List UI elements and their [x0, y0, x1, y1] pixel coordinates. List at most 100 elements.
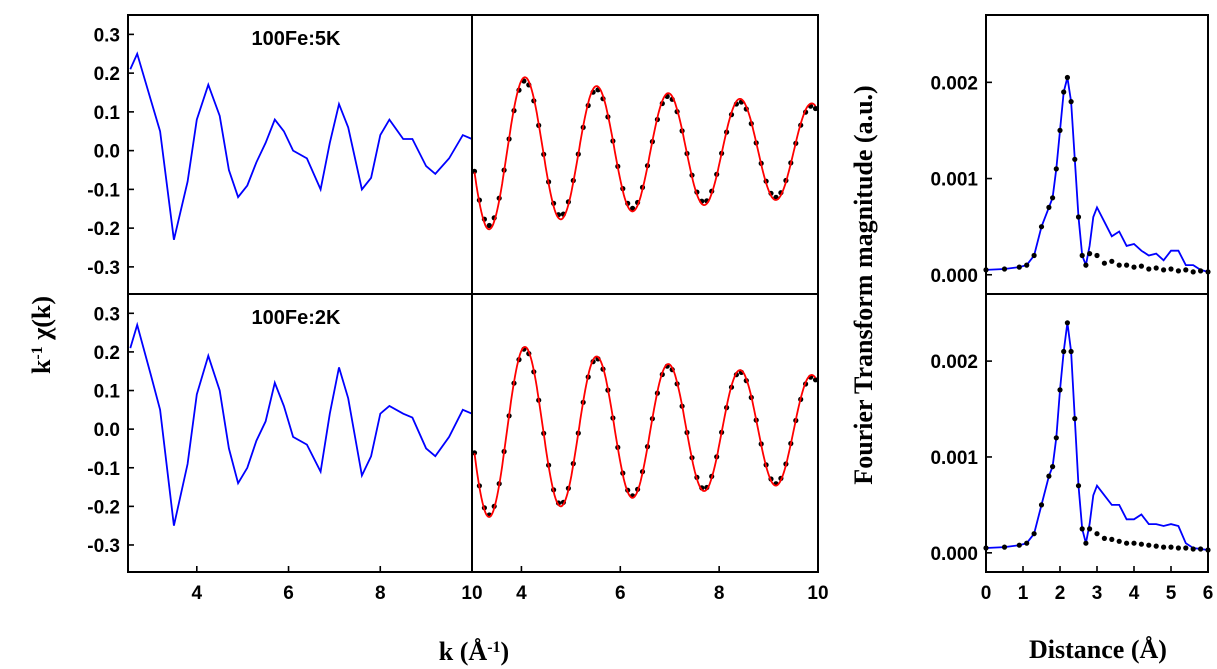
data-point: [1153, 543, 1159, 549]
data-point: [1031, 252, 1037, 259]
data-point: [1061, 89, 1067, 95]
series-dots-0: [471, 78, 819, 229]
y-tick-label: -0.2: [87, 219, 120, 240]
y-tick-label: -0.2: [87, 497, 120, 518]
y-tick-label: 0.1: [94, 103, 121, 124]
data-point: [1131, 264, 1137, 270]
data-point: [1024, 540, 1030, 546]
panel-right-top: 0.000 0.001 0.002: [930, 14, 1211, 295]
data-point: [1068, 99, 1074, 105]
y-tick-label: 0.002: [930, 73, 978, 94]
data-point: [1175, 268, 1181, 274]
x-tick-label: 5: [1166, 583, 1177, 604]
data-point: [1198, 546, 1204, 552]
data-point: [1161, 267, 1167, 273]
x-tick-label: 3: [1092, 583, 1103, 604]
data-point: [1072, 156, 1078, 162]
x-tick-label: 4: [1129, 583, 1140, 604]
data-point: [1175, 545, 1181, 551]
y-tick-label: 0.2: [94, 64, 120, 85]
panel-left-top: -0.3 -0.2 -0.1 0.0 0.1 0.2 0.3 100Fe:5K: [87, 14, 473, 295]
y-tick-label: 0.000: [930, 544, 978, 565]
y-tick-label: 0.000: [930, 266, 978, 287]
panel-frame: [985, 293, 1209, 573]
data-point: [1050, 195, 1056, 201]
data-point: [1057, 387, 1063, 393]
panel-label: 100Fe:2K: [252, 307, 341, 329]
data-point: [1001, 266, 1008, 272]
panel-left-bottom: -0.3 -0.2 -0.1 0.0 0.1 0.2 0.3 4 6 8 10 100Fe:2K: [87, 293, 483, 604]
data-point: [1064, 320, 1070, 326]
data-point: [1168, 544, 1174, 550]
data-point: [1094, 252, 1100, 259]
data-point: [486, 222, 492, 229]
series-dots-0: [471, 346, 819, 518]
data-point: [1124, 540, 1130, 546]
series-line-0: [129, 321, 473, 526]
panel-frame: [471, 14, 819, 295]
y-tick-label: 0.1: [94, 382, 121, 403]
data-point: [1072, 416, 1078, 422]
x-tick-label: 8: [375, 583, 386, 604]
data-point: [1109, 536, 1115, 543]
data-point: [1083, 540, 1089, 546]
x-tick-label: 8: [714, 583, 725, 604]
y-tick-label: -0.3: [87, 536, 120, 557]
data-point: [1146, 542, 1152, 548]
x-tick-label: 0: [981, 583, 992, 604]
data-point: [471, 168, 478, 174]
data-point: [1153, 265, 1159, 271]
panel-label: 100Fe:5K: [252, 28, 341, 50]
data-point: [1046, 473, 1052, 479]
y-axis-title-right: Fourier Transform magnitude (a.u.): [849, 85, 878, 484]
data-point: [1087, 526, 1093, 532]
y-tick-label: 0.001: [930, 448, 978, 469]
data-point: [1183, 267, 1189, 273]
panel-right-bottom: 0.000 0.001 0.002 0 1 2 3 4 5 6: [930, 293, 1214, 604]
data-point: [1138, 541, 1144, 547]
data-point: [1079, 252, 1085, 259]
data-point: [1101, 260, 1107, 266]
y-tick-label: -0.1: [87, 180, 120, 201]
y-tick-label: 0.2: [94, 343, 120, 364]
data-point: [1053, 435, 1059, 441]
y-tick-label: 0.001: [930, 170, 978, 191]
y-tick-label: 0.0: [94, 420, 120, 441]
data-point: [1050, 464, 1056, 470]
data-point: [1075, 214, 1082, 220]
data-point: [1183, 545, 1189, 551]
data-point: [1038, 502, 1045, 508]
data-point: [1016, 264, 1022, 270]
plot-area: -0.3 -0.2 -0.1 0.0 0.1 0.2 0.3 100Fe:5K -0.3 -0.2…: [87, 14, 1214, 604]
panel-frame: [985, 14, 1209, 295]
x-tick-label: 6: [1203, 583, 1214, 604]
data-point: [1138, 263, 1144, 269]
data-point: [1031, 531, 1037, 537]
y-tick-label: 0.0: [94, 142, 120, 163]
series-dots-1: [983, 320, 1211, 553]
data-point: [1079, 526, 1085, 532]
data-point: [812, 105, 819, 112]
x-axis-title-left: k (Å-1): [439, 637, 509, 666]
data-point: [1146, 266, 1152, 272]
data-point: [1038, 224, 1045, 230]
data-point: [1131, 540, 1137, 546]
data-point: [1109, 258, 1115, 264]
x-tick-label: 6: [615, 583, 626, 604]
series-line-0: [129, 51, 473, 241]
data-point: [1094, 531, 1100, 537]
data-point: [471, 450, 478, 456]
data-point: [1001, 544, 1008, 550]
x-tick-label: 6: [283, 583, 294, 604]
y-tick-label: 0.3: [94, 304, 120, 325]
data-point: [1064, 74, 1070, 81]
data-point: [1116, 538, 1122, 544]
data-point: [812, 377, 819, 383]
data-point: [630, 205, 636, 211]
x-tick-label: 10: [807, 583, 828, 604]
data-point: [1087, 251, 1093, 257]
panel-frame: [471, 293, 819, 573]
data-point: [1168, 266, 1174, 272]
data-point: [1116, 262, 1122, 268]
